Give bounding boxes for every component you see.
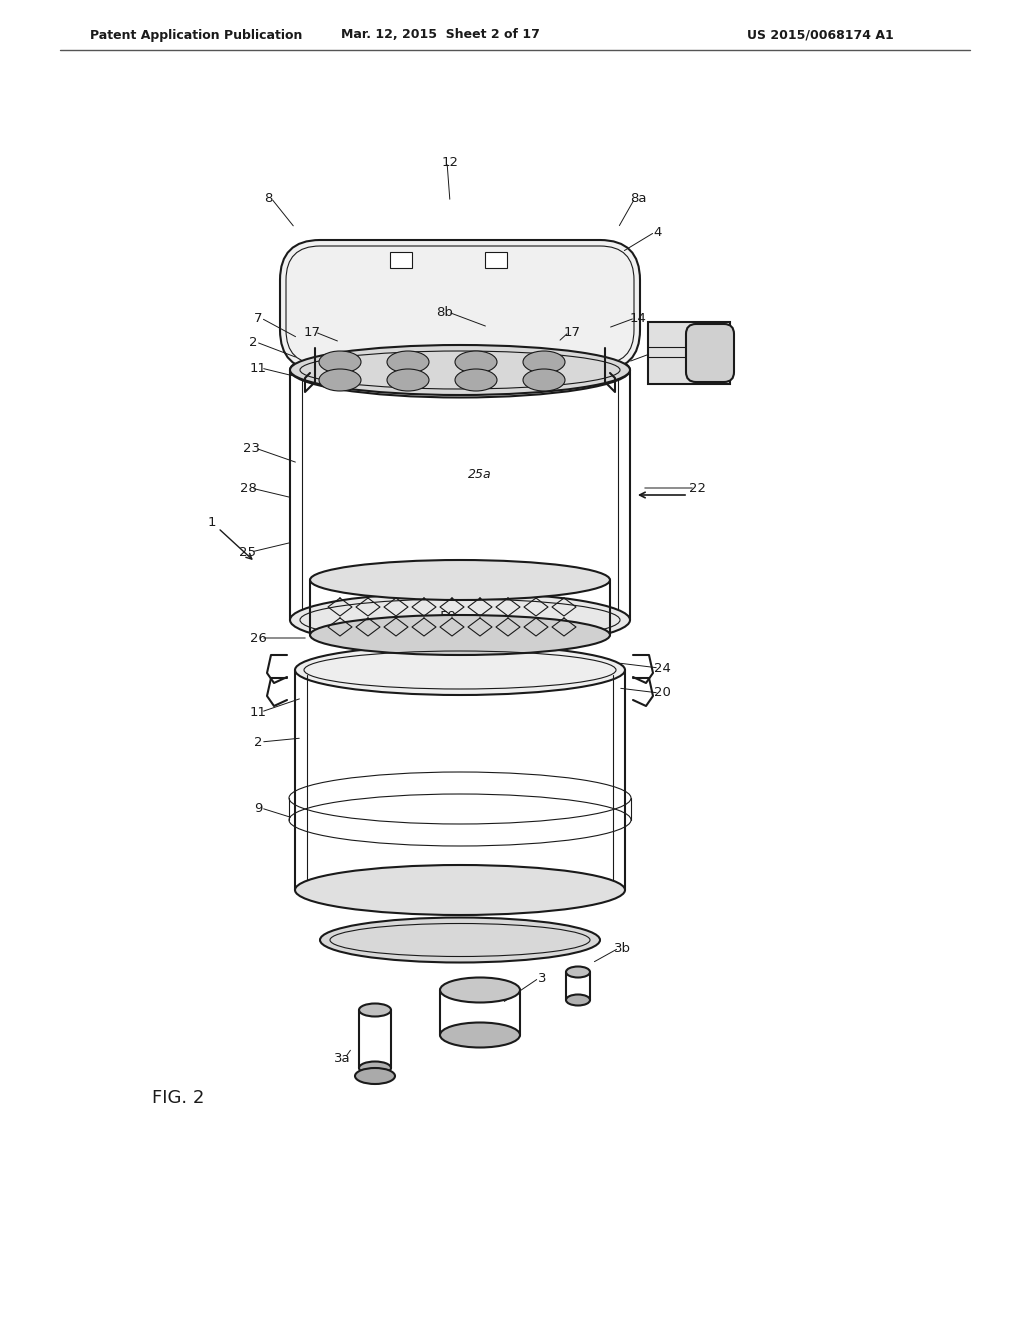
Text: FIG. 2: FIG. 2 xyxy=(152,1089,204,1107)
Ellipse shape xyxy=(290,593,630,648)
Text: 9: 9 xyxy=(254,801,262,814)
Ellipse shape xyxy=(290,342,630,397)
Text: 8b: 8b xyxy=(436,305,454,318)
FancyBboxPatch shape xyxy=(280,240,640,370)
Ellipse shape xyxy=(319,917,600,962)
Text: 11: 11 xyxy=(250,705,266,718)
Ellipse shape xyxy=(523,351,565,374)
Bar xyxy=(485,252,507,268)
Text: 22: 22 xyxy=(689,482,707,495)
Text: 59: 59 xyxy=(439,610,457,623)
Ellipse shape xyxy=(290,345,630,395)
Text: US 2015/0068174 A1: US 2015/0068174 A1 xyxy=(746,29,893,41)
Ellipse shape xyxy=(319,351,361,374)
Ellipse shape xyxy=(355,1068,395,1084)
Ellipse shape xyxy=(387,351,429,374)
Ellipse shape xyxy=(523,370,565,391)
Ellipse shape xyxy=(295,645,625,696)
Text: 28: 28 xyxy=(240,482,256,495)
Text: 3b: 3b xyxy=(613,941,631,954)
Ellipse shape xyxy=(319,370,361,391)
Text: 20: 20 xyxy=(653,686,671,700)
Text: 4: 4 xyxy=(653,226,663,239)
Text: 17: 17 xyxy=(563,326,581,338)
Bar xyxy=(390,252,412,268)
Ellipse shape xyxy=(359,1061,391,1074)
Ellipse shape xyxy=(310,560,610,601)
Text: 26: 26 xyxy=(250,631,266,644)
Text: 11: 11 xyxy=(250,362,266,375)
Text: 14: 14 xyxy=(630,312,646,325)
Text: 25a: 25a xyxy=(468,469,492,482)
Text: 2: 2 xyxy=(249,335,257,348)
Ellipse shape xyxy=(440,1023,520,1048)
Ellipse shape xyxy=(455,351,497,374)
Text: 15: 15 xyxy=(649,346,667,359)
Text: 3: 3 xyxy=(538,972,546,985)
Text: Patent Application Publication: Patent Application Publication xyxy=(90,29,302,41)
Ellipse shape xyxy=(566,966,590,978)
Text: 3a: 3a xyxy=(334,1052,350,1064)
Text: 24: 24 xyxy=(653,661,671,675)
Ellipse shape xyxy=(295,865,625,915)
Text: 8a: 8a xyxy=(630,191,646,205)
Ellipse shape xyxy=(310,615,610,655)
Text: 8: 8 xyxy=(264,191,272,205)
Text: 7: 7 xyxy=(254,312,262,325)
Ellipse shape xyxy=(440,978,520,1002)
FancyBboxPatch shape xyxy=(686,323,734,381)
Text: 17: 17 xyxy=(303,326,321,338)
Text: 25: 25 xyxy=(240,545,256,558)
Ellipse shape xyxy=(455,370,497,391)
Ellipse shape xyxy=(387,370,429,391)
Text: 1: 1 xyxy=(208,516,216,528)
Text: Mar. 12, 2015  Sheet 2 of 17: Mar. 12, 2015 Sheet 2 of 17 xyxy=(341,29,540,41)
Ellipse shape xyxy=(566,994,590,1006)
Text: 12: 12 xyxy=(441,156,459,169)
Text: 2: 2 xyxy=(254,735,262,748)
Bar xyxy=(648,322,730,384)
Ellipse shape xyxy=(359,1003,391,1016)
Text: 23: 23 xyxy=(244,441,260,454)
